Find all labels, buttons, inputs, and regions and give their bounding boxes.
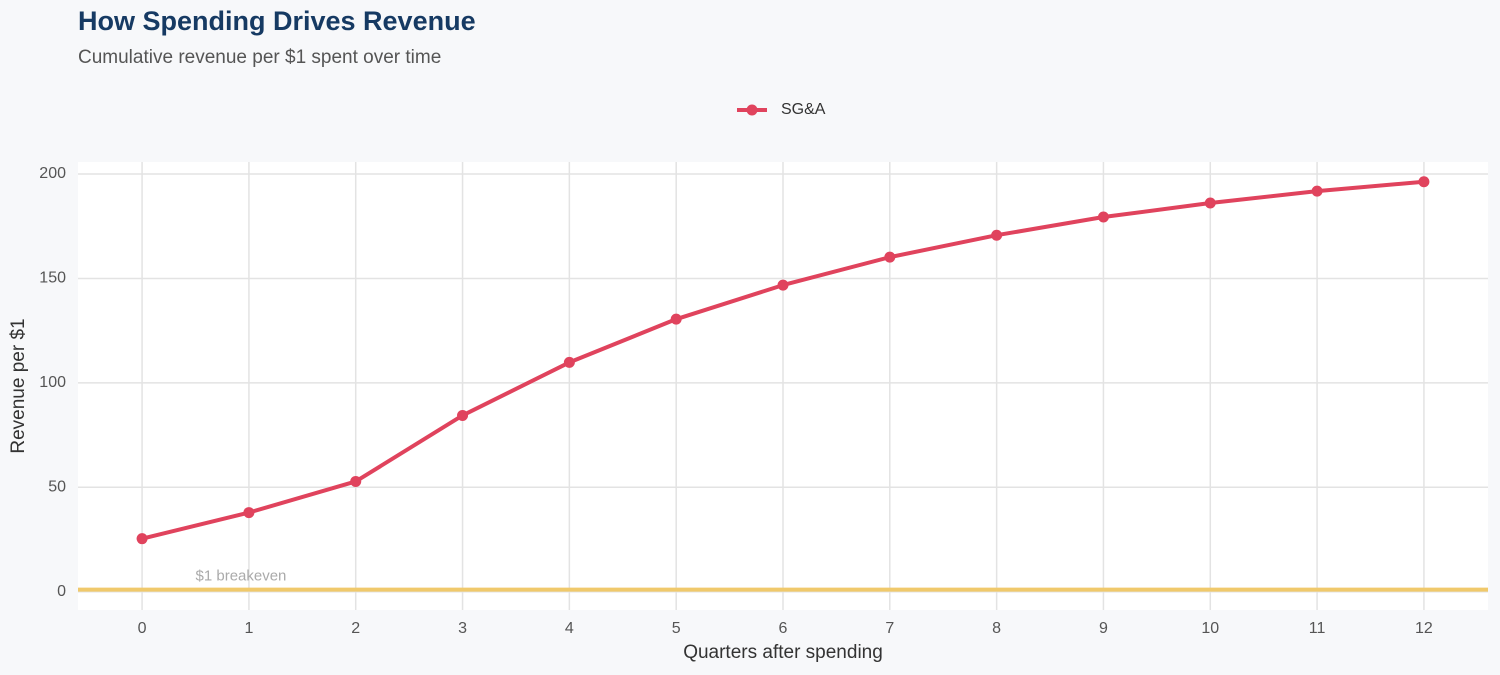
legend-swatch-point xyxy=(746,104,758,116)
legend-label: SG&A xyxy=(781,101,826,118)
reference-label: $1 breakeven xyxy=(196,568,287,585)
x-axis-label: Quarters after spending xyxy=(683,642,883,663)
y-tick-label: 100 xyxy=(39,374,66,391)
data-point xyxy=(884,251,896,263)
data-point xyxy=(1418,176,1430,188)
data-point xyxy=(1204,197,1216,209)
data-point xyxy=(457,409,469,421)
chart-subtitle: Cumulative revenue per $1 spent over tim… xyxy=(78,47,441,68)
x-tick-label: 12 xyxy=(1415,620,1433,637)
y-tick-label: 150 xyxy=(39,270,66,287)
data-point xyxy=(243,507,255,519)
data-point xyxy=(136,533,148,545)
x-tick-label: 7 xyxy=(885,620,894,637)
x-tick-label: 4 xyxy=(565,620,574,637)
x-tick-label: 3 xyxy=(458,620,467,637)
x-tick-label: 2 xyxy=(351,620,360,637)
data-point xyxy=(1097,211,1109,223)
y-tick-label: 200 xyxy=(39,165,66,182)
x-tick-label: 5 xyxy=(672,620,681,637)
data-point xyxy=(350,475,362,487)
x-tick-label: 0 xyxy=(138,620,147,637)
y-tick-label: 0 xyxy=(57,583,66,600)
data-point xyxy=(670,313,682,325)
x-tick-label: 9 xyxy=(1099,620,1108,637)
x-tick-label: 10 xyxy=(1201,620,1219,637)
y-axis-label: Revenue per $1 xyxy=(8,318,29,453)
x-tick-label: 8 xyxy=(992,620,1001,637)
data-point xyxy=(991,229,1003,241)
x-tick-label: 11 xyxy=(1309,620,1326,637)
data-point xyxy=(777,279,789,291)
data-point xyxy=(1311,185,1323,197)
data-point xyxy=(563,356,575,368)
x-tick-label: 1 xyxy=(244,620,253,637)
chart-title: How Spending Drives Revenue xyxy=(78,6,476,36)
y-tick-label: 50 xyxy=(48,479,66,496)
x-tick-label: 6 xyxy=(779,620,788,637)
